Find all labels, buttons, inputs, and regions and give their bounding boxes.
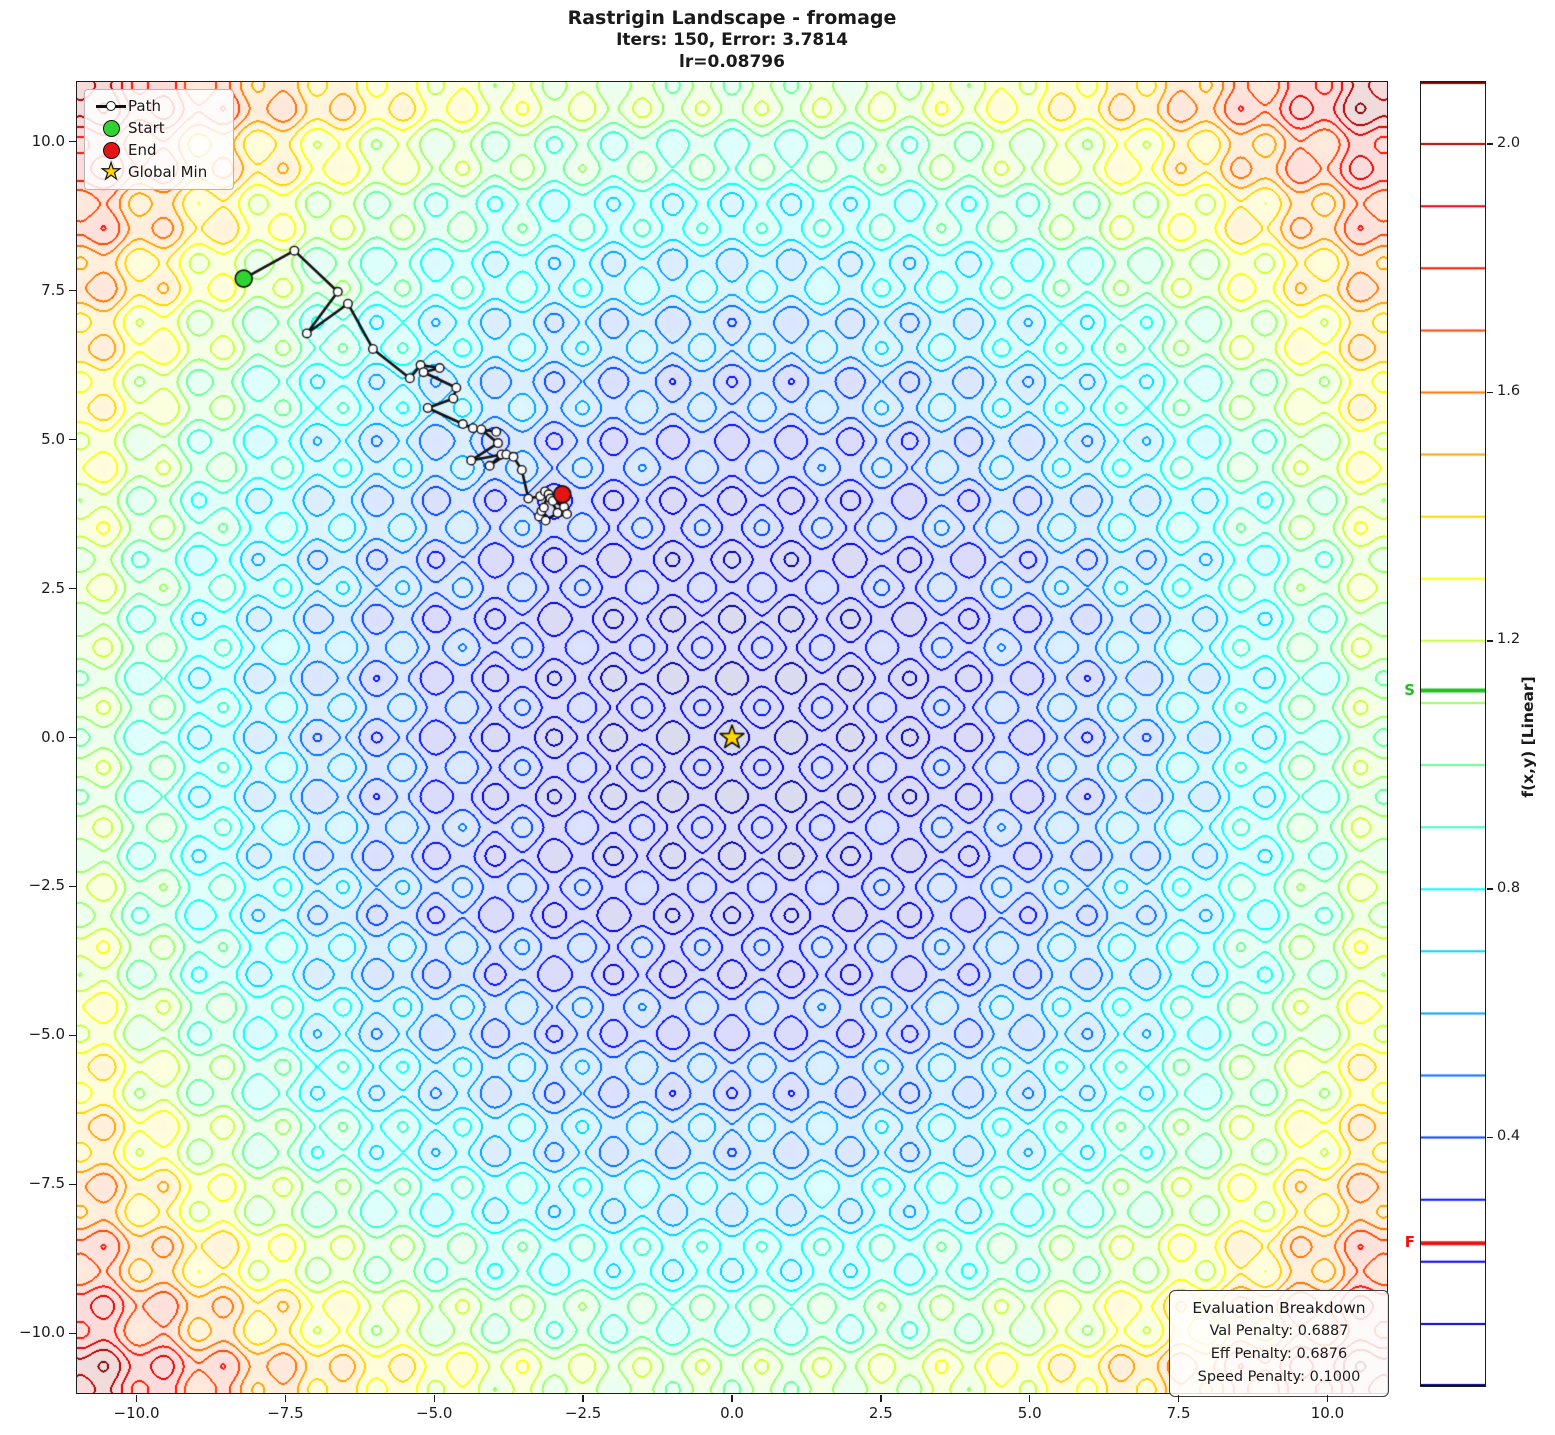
global-min-star-icon: ★	[100, 158, 122, 185]
colorbar-start-marker-label: S	[1404, 680, 1415, 699]
legend-label-path: Path	[128, 97, 161, 115]
legend-item-end: End	[94, 139, 224, 161]
x-axis-tick	[1028, 1394, 1031, 1402]
figure-subtitle-iters-error: Iters: 150, Error: 3.7814	[616, 30, 848, 51]
x-tick-label: 5.0	[1017, 1404, 1042, 1422]
legend-item-global-min: ★ Global Min	[94, 158, 224, 185]
x-tick-label: 0.0	[720, 1404, 744, 1422]
x-tick-label: −7.5	[267, 1404, 304, 1422]
y-tick-label: −2.5	[28, 876, 65, 895]
figure-title: Rastrigin Landscape - fromage	[567, 7, 897, 29]
y-tick-label: 7.5	[41, 280, 65, 299]
legend-path-marker-dot	[106, 101, 116, 111]
legend: Path Start End ★ Global Min	[84, 89, 234, 190]
y-axis-tick	[68, 140, 76, 143]
y-tick-label: −5.0	[28, 1025, 65, 1044]
x-tick-label: −5.0	[416, 1404, 453, 1422]
path-line-icon	[94, 95, 128, 117]
speed-penalty-text: Speed Penalty: 0.1000	[1197, 1369, 1361, 1386]
x-axis-tick	[731, 1394, 733, 1402]
y-axis-tick	[68, 736, 76, 739]
y-axis-tick	[68, 1332, 76, 1335]
colorbar-tick	[1486, 888, 1493, 890]
x-axis-tick	[1326, 1394, 1329, 1402]
eff-penalty-text: Eff Penalty: 0.6876	[1210, 1346, 1348, 1363]
y-axis-tick	[68, 289, 76, 292]
y-axis-tick	[68, 587, 76, 590]
legend-item-start: Start	[94, 117, 224, 139]
y-tick-label: −7.5	[28, 1174, 65, 1193]
x-axis-tick	[135, 1394, 138, 1402]
figure-title-block: Rastrigin Landscape - fromage Iters: 150…	[77, 6, 1387, 74]
x-axis-tick	[433, 1394, 436, 1402]
y-tick-label: 0.0	[41, 727, 65, 746]
colorbar-axis-label: f(x,y) [Linear]	[1519, 676, 1537, 798]
x-axis-tick	[582, 1394, 584, 1402]
x-tick-label: 2.5	[868, 1404, 893, 1422]
colorbar-tick	[1486, 640, 1493, 642]
colorbar-tick	[1486, 143, 1493, 145]
x-tick-label: 10.0	[1310, 1404, 1345, 1422]
x-axis-tick	[1177, 1394, 1180, 1402]
colorbar-tick-label: 1.6	[1497, 382, 1521, 399]
legend-label-global-min: Global Min	[128, 163, 208, 181]
colorbar-tick-label: 0.8	[1497, 879, 1521, 896]
y-tick-label: 10.0	[31, 131, 65, 150]
start-marker-icon	[102, 119, 120, 137]
y-axis-tick	[68, 1034, 76, 1037]
colorbar-tick	[1486, 391, 1493, 394]
y-tick-label: −10.0	[19, 1323, 65, 1342]
contour-canvas	[76, 81, 1387, 1393]
val-penalty-text: Val Penalty: 0.6887	[1209, 1323, 1349, 1340]
colorbar-tick-label: 1.2	[1497, 631, 1521, 648]
legend-label-end: End	[128, 141, 157, 159]
colorbar	[1419, 80, 1486, 1387]
colorbar-final-marker-label: F	[1404, 1233, 1415, 1252]
contour-plot-area	[75, 80, 1388, 1394]
legend-path-line-swatch	[96, 101, 126, 111]
y-tick-label: 2.5	[41, 578, 65, 597]
colorbar-tick	[1486, 1136, 1493, 1139]
y-axis-tick	[68, 1183, 76, 1186]
colorbar-canvas	[1420, 81, 1485, 1386]
y-axis-tick	[68, 438, 76, 441]
x-axis-tick	[880, 1394, 882, 1402]
legend-item-path: Path	[94, 95, 224, 117]
figure-subtitle-lr: lr=0.08796	[679, 52, 785, 73]
x-axis-tick	[284, 1394, 287, 1402]
x-tick-label: −2.5	[564, 1404, 602, 1422]
y-tick-label: 5.0	[41, 429, 65, 448]
x-tick-label: −10.0	[113, 1404, 160, 1422]
colorbar-tick-label: 2.0	[1497, 134, 1521, 151]
evaluation-breakdown-title: Evaluation Breakdown	[1192, 1299, 1366, 1317]
end-marker-icon	[102, 141, 120, 159]
evaluation-breakdown-box: Evaluation Breakdown Val Penalty: 0.6887…	[1169, 1290, 1389, 1397]
y-axis-tick	[68, 885, 76, 888]
legend-label-start: Start	[128, 119, 165, 137]
x-tick-label: 7.5	[1166, 1404, 1191, 1422]
colorbar-tick-label: 0.4	[1497, 1128, 1521, 1145]
